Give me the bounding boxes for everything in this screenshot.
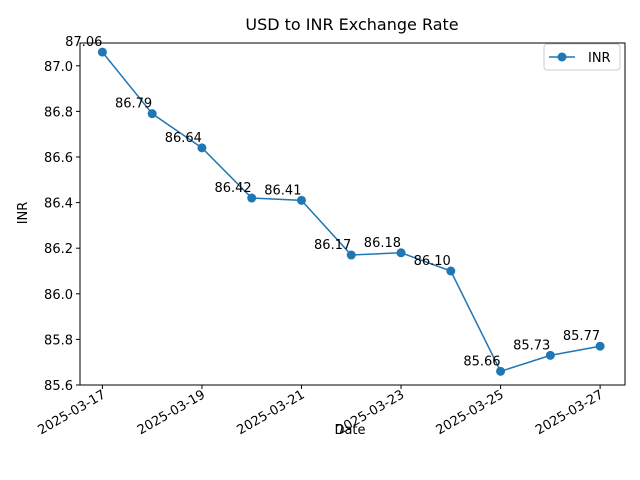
data-label: 86.42 xyxy=(214,181,251,196)
data-point xyxy=(147,109,157,119)
chart-title: USD to INR Exchange Rate xyxy=(245,15,458,34)
data-label: 86.18 xyxy=(364,236,401,251)
y-tick-label: 87.0 xyxy=(44,60,73,75)
data-point xyxy=(296,195,306,205)
data-point xyxy=(446,266,456,276)
data-label: 85.66 xyxy=(463,354,500,369)
data-label: 85.73 xyxy=(513,338,550,353)
x-axis-label: Date xyxy=(334,423,365,438)
y-tick-label: 85.6 xyxy=(44,379,73,394)
x-axis-ticks: 2025-03-17 2025-03-19 2025-03-21 2025-03-23… xyxy=(35,385,606,438)
legend: INR xyxy=(543,43,621,71)
data-point xyxy=(97,47,107,57)
data-label: 86.17 xyxy=(314,238,351,253)
legend-box xyxy=(543,43,621,71)
plot-frame xyxy=(79,42,626,386)
y-tick-label: 85.8 xyxy=(44,333,73,348)
x-tick-label: 2025-03-27 xyxy=(533,387,606,438)
data-point xyxy=(496,366,506,376)
data-label: 86.79 xyxy=(115,97,152,112)
y-tick-label: 86.0 xyxy=(44,288,73,303)
data-point xyxy=(197,143,207,153)
data-point xyxy=(346,250,356,260)
series-layer xyxy=(97,47,605,376)
data-label: 85.77 xyxy=(563,329,600,344)
y-tick-label: 86.2 xyxy=(44,242,73,257)
data-point xyxy=(545,350,555,360)
y-axis-label: INR xyxy=(16,202,31,225)
data-point xyxy=(595,341,605,351)
y-tick-label: 86.8 xyxy=(44,105,73,120)
series-line-inr xyxy=(101,51,601,373)
legend-label: INR xyxy=(588,51,611,66)
legend-point-marker xyxy=(557,52,567,62)
x-tick-label: 2025-03-21 xyxy=(235,387,308,438)
x-tick-label: 2025-03-23 xyxy=(334,387,407,438)
data-point xyxy=(396,248,406,258)
x-tick-label: 2025-03-25 xyxy=(434,387,507,438)
y-tick-label: 86.4 xyxy=(44,197,73,212)
x-tick-label: 2025-03-17 xyxy=(35,387,108,438)
data-labels: 87.06 86.79 86.64 86.42 86.41 86.17 86.18 86.10… xyxy=(65,35,600,369)
x-tick-label: 2025-03-19 xyxy=(135,387,208,438)
data-label: 86.41 xyxy=(264,183,301,198)
data-label: 87.06 xyxy=(65,35,102,50)
data-label: 86.64 xyxy=(165,131,202,146)
y-tick-label: 86.6 xyxy=(44,151,73,166)
data-label: 86.10 xyxy=(414,254,451,269)
y-axis-ticks: 85.6 85.8 86.0 86.2 86.4 86.6 86.8 87.0 xyxy=(44,60,80,394)
data-point xyxy=(247,193,257,203)
